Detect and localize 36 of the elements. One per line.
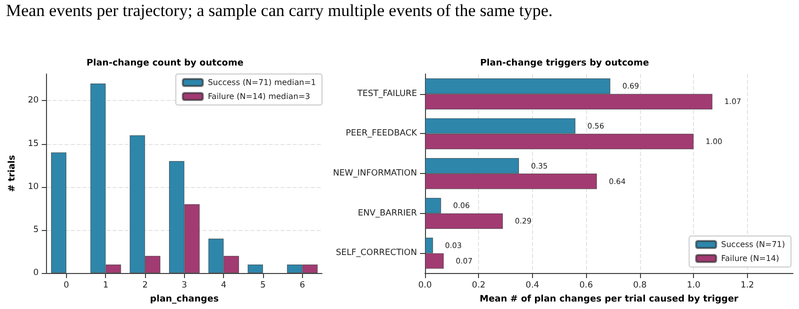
y-tick-label: 15 (28, 138, 39, 149)
x-tick-label: 1 (102, 280, 108, 291)
x-tick-label: 0.2 (472, 280, 486, 291)
x-tick-label: 5 (260, 280, 266, 291)
y-tick-label: 5 (33, 225, 39, 236)
x-axis-title: plan_changes (150, 294, 219, 304)
x-tick-label: 4 (220, 280, 226, 291)
bar (51, 152, 66, 274)
x-tick-label: 0.6 (579, 280, 593, 291)
bar (248, 264, 264, 274)
x-tick-label: 6 (300, 280, 306, 291)
legend-label: Failure (N=14) median=3 (208, 92, 310, 101)
y-tick-label: TEST_FAILURE (356, 88, 417, 99)
chart-title: Plan-change triggers by outcome (480, 58, 649, 68)
y-tick-label: 0 (33, 268, 39, 278)
x-tick-label: 1.0 (686, 280, 700, 291)
x-tick-label: 0.0 (418, 280, 432, 291)
x-tick-label: 3 (182, 280, 188, 291)
x-tick-label: 0.8 (633, 280, 647, 291)
x-tick-label: 0 (64, 280, 70, 291)
legend-label: Failure (N=14) (721, 254, 780, 263)
x-axis-title: Mean # of plan changes per trial caused by trigger (480, 294, 739, 304)
x-tick-label: 2 (142, 280, 148, 291)
legend-label: Success (N=71) median=1 (208, 78, 316, 87)
text: Mean events per trajectory; a sample can carry multiple events of the same type. (6, 0, 553, 22)
y-tick-label: 10 (28, 182, 39, 192)
y-tick-label: ENV_BARRIER (358, 208, 418, 218)
chart-title: Plan-change count by outcome (86, 58, 244, 68)
y-tick-label: SELF_CORRECTION (336, 248, 417, 258)
y-axis-title: # trials (8, 155, 18, 192)
y-tick-label: PEER_FEEDBACK (346, 128, 418, 139)
legend-label: Success (N=71) (721, 240, 786, 249)
x-tick-label: 1.2 (740, 280, 754, 291)
y-tick-label: NEW_INFORMATION (332, 168, 417, 179)
x-tick-label: 0.4 (526, 280, 540, 291)
y-tick-label: 20 (28, 96, 39, 106)
